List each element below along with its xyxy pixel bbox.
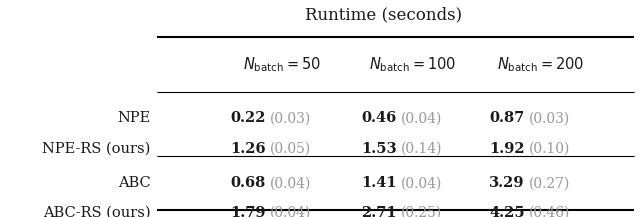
Text: (0.27): (0.27) <box>529 176 571 190</box>
Text: (0.04): (0.04) <box>401 176 443 190</box>
Text: (0.10): (0.10) <box>529 142 571 156</box>
Text: $N_\mathrm{batch} = 100$: $N_\mathrm{batch} = 100$ <box>369 56 456 74</box>
Text: ABC-RS (ours): ABC-RS (ours) <box>43 206 150 217</box>
Text: NPE-RS (ours): NPE-RS (ours) <box>42 142 150 156</box>
Text: 1.53: 1.53 <box>361 142 397 156</box>
Text: 2.71: 2.71 <box>361 206 397 217</box>
Text: (0.03): (0.03) <box>529 111 570 125</box>
Text: 1.41: 1.41 <box>361 176 397 190</box>
Text: (0.25): (0.25) <box>401 206 442 217</box>
Text: 0.22: 0.22 <box>230 111 266 125</box>
Text: $N_\mathrm{batch} = 200$: $N_\mathrm{batch} = 200$ <box>497 56 584 74</box>
Text: $N_\mathrm{batch} = 50$: $N_\mathrm{batch} = 50$ <box>243 56 321 74</box>
Text: 1.79: 1.79 <box>230 206 266 217</box>
Text: (0.14): (0.14) <box>401 142 443 156</box>
Text: (0.46): (0.46) <box>529 206 571 217</box>
Text: (0.03): (0.03) <box>270 111 311 125</box>
Text: 0.68: 0.68 <box>230 176 266 190</box>
Text: (0.04): (0.04) <box>270 176 312 190</box>
Text: NPE: NPE <box>117 111 150 125</box>
Text: 1.92: 1.92 <box>489 142 525 156</box>
Text: (0.04): (0.04) <box>401 111 443 125</box>
Text: (0.05): (0.05) <box>270 142 311 156</box>
Text: 1.26: 1.26 <box>230 142 266 156</box>
Text: 0.46: 0.46 <box>362 111 397 125</box>
Text: 3.29: 3.29 <box>490 176 525 190</box>
Text: ABC: ABC <box>118 176 150 190</box>
Text: Runtime (seconds): Runtime (seconds) <box>305 7 463 24</box>
Text: 0.87: 0.87 <box>490 111 525 125</box>
Text: (0.04): (0.04) <box>270 206 312 217</box>
Text: 4.25: 4.25 <box>489 206 525 217</box>
